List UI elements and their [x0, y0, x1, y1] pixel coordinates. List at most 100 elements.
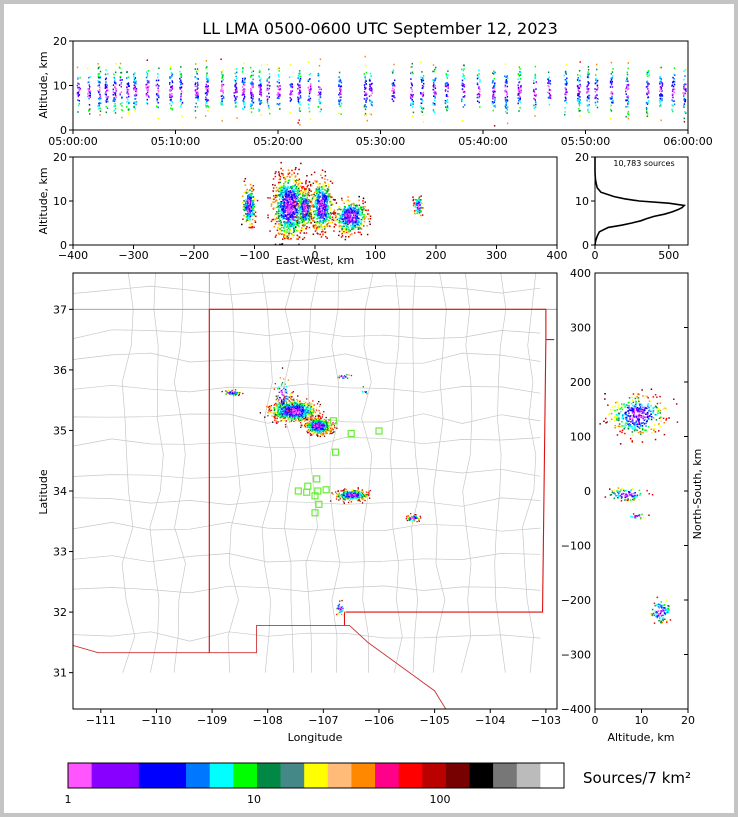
ew-height-source — [285, 206, 287, 208]
ew-height-source — [321, 200, 323, 202]
plan-view-source — [295, 412, 297, 414]
ew-height-source — [294, 198, 297, 201]
ew-height-source — [346, 230, 348, 232]
ew-height-source — [363, 220, 366, 223]
time-height-source — [251, 81, 253, 84]
time-height-source — [518, 90, 521, 93]
ew-height-source — [304, 217, 306, 219]
time-height-source — [577, 100, 580, 102]
ew-height-source — [285, 193, 287, 195]
time-height-source — [112, 84, 115, 86]
ew-height-source — [301, 210, 303, 213]
time-height-source — [234, 97, 237, 99]
time-height-source — [409, 95, 412, 98]
time-height-source — [300, 97, 302, 99]
ew-height-source — [338, 220, 341, 222]
ew-height-source — [244, 184, 247, 186]
ew-height-source — [279, 178, 281, 180]
time-height-source — [434, 104, 436, 106]
time-height-source — [97, 105, 99, 107]
time-height-source — [684, 83, 686, 85]
time-height-source — [97, 74, 99, 76]
time-height-source — [235, 82, 238, 85]
time-height-source — [610, 77, 612, 80]
time-height-source — [626, 78, 628, 81]
time-height-source — [147, 89, 149, 91]
time-height-source — [587, 81, 589, 83]
ew-height-source — [291, 205, 293, 207]
time-height-source — [127, 109, 130, 111]
ew-height-source — [292, 215, 295, 218]
time-height-source — [564, 83, 567, 85]
time-height-source — [646, 110, 648, 112]
time-height-source — [114, 80, 116, 82]
time-height-source — [157, 87, 159, 89]
time-height-source — [363, 84, 366, 86]
time-height-source — [596, 84, 599, 87]
ew-height-source — [286, 222, 288, 225]
time-height-source — [220, 58, 222, 61]
time-height-source — [106, 107, 109, 110]
ew-height-source — [356, 209, 358, 211]
plan-view-source — [285, 426, 287, 428]
ew-height-source — [297, 206, 300, 208]
time-height-source — [578, 104, 581, 107]
time-height-source — [588, 100, 590, 103]
time-height-source — [462, 83, 464, 85]
time-height-source — [596, 81, 598, 83]
ew-height-source — [325, 189, 327, 192]
time-height-source — [462, 69, 465, 72]
ew-height-source — [248, 202, 250, 204]
time-height-source — [420, 92, 422, 95]
ew-height-source — [277, 189, 279, 191]
ew-height-source — [325, 220, 328, 222]
time-height-source — [478, 95, 481, 98]
ew-height-source — [419, 200, 421, 203]
plan-view-source — [238, 392, 240, 394]
plan-view-source — [303, 409, 305, 411]
ew-height-source — [325, 197, 327, 200]
ew-height-source — [267, 216, 269, 219]
time-height-source — [365, 87, 368, 89]
ew-height-source — [300, 210, 302, 212]
ew-height-source — [311, 197, 314, 200]
plan-view-source — [296, 411, 299, 413]
time-height-source — [279, 102, 281, 105]
ew-height-source — [288, 230, 290, 232]
time-height-source — [672, 104, 674, 107]
plan-view-source — [319, 403, 321, 406]
time-height-xtick-label: 06:00:00 — [663, 135, 712, 148]
ew-height-source — [362, 216, 364, 218]
time-height-source — [444, 83, 447, 86]
time-height-source — [565, 73, 567, 75]
ew-height-source — [334, 223, 336, 225]
ew-height-source — [316, 207, 318, 210]
time-height-source — [659, 83, 661, 85]
ew-height-source — [348, 219, 351, 221]
ew-height-source — [299, 209, 301, 211]
time-height-source — [79, 88, 81, 90]
time-height-source — [299, 77, 302, 80]
time-height-source — [244, 79, 246, 81]
time-height-source — [659, 90, 661, 92]
plan-view-source — [229, 391, 231, 393]
time-height-source — [659, 88, 662, 90]
time-height-source — [447, 90, 449, 93]
ew-height-source — [287, 226, 289, 228]
ew-height-source — [323, 184, 326, 187]
time-height-source — [309, 118, 312, 120]
time-height-source — [252, 82, 254, 85]
ew-height-source — [299, 216, 301, 218]
time-height-source — [672, 110, 674, 113]
time-height-source — [447, 70, 449, 72]
ew-height-source — [321, 192, 324, 195]
ew-height-source — [356, 212, 358, 215]
time-height-source — [478, 86, 480, 88]
ew-height-source — [291, 225, 293, 227]
time-height-source — [235, 75, 237, 78]
ew-height-source — [289, 203, 292, 205]
ew-height-source — [282, 173, 284, 175]
time-height-source — [364, 94, 366, 97]
ew-height-source — [301, 207, 304, 209]
time-height-source — [258, 110, 260, 112]
